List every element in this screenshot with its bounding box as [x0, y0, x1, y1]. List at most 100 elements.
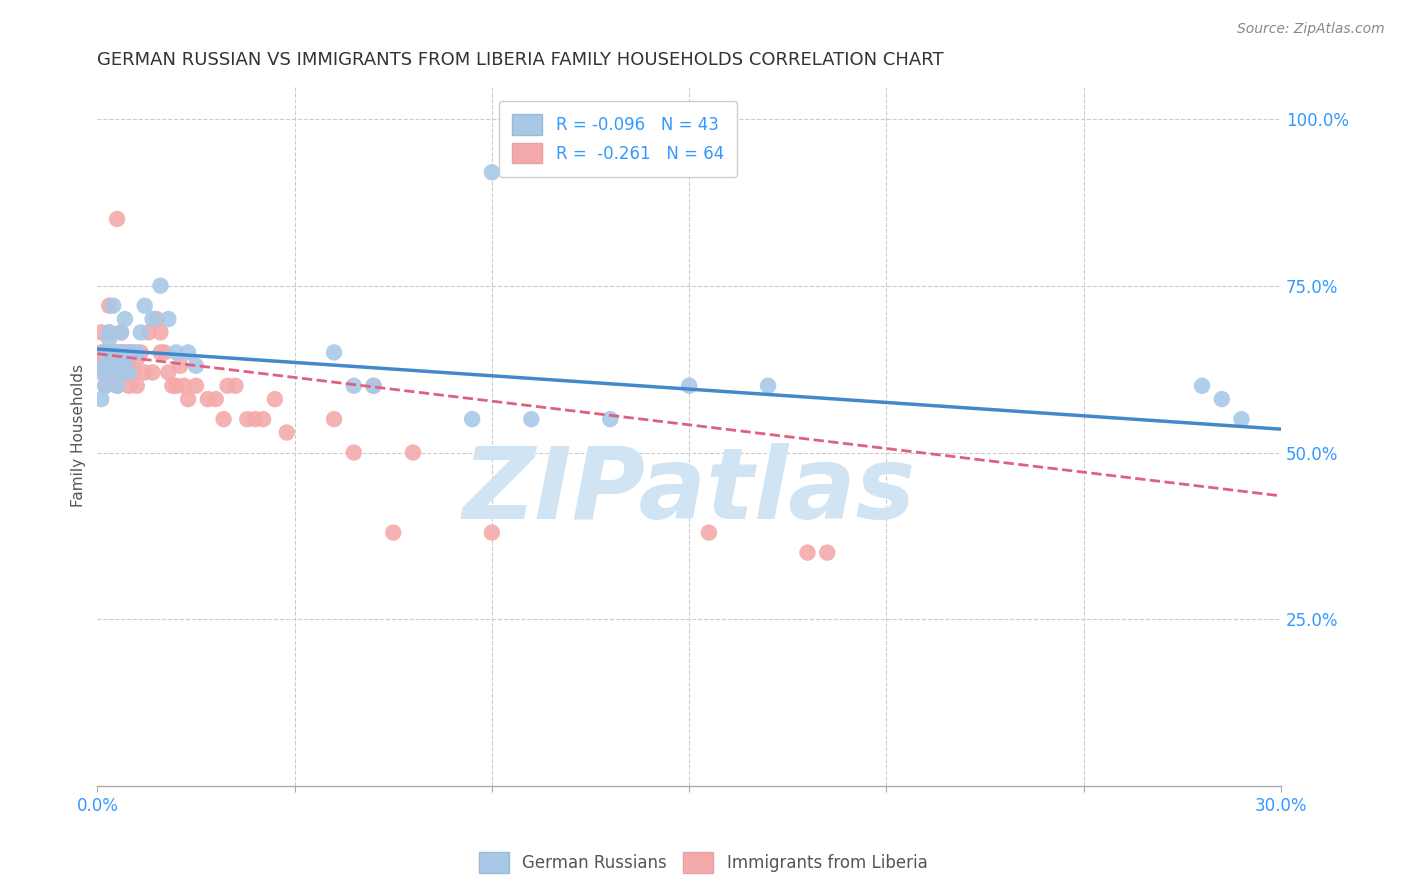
Point — [105, 378, 128, 392]
Point — [520, 412, 543, 426]
Point — [204, 392, 226, 406]
Point — [98, 326, 121, 340]
Point — [101, 359, 124, 373]
Point — [243, 412, 266, 426]
Point — [110, 326, 132, 340]
Point — [110, 345, 132, 359]
Legend: German Russians, Immigrants from Liberia: German Russians, Immigrants from Liberia — [472, 846, 934, 880]
Point — [101, 345, 124, 359]
Point — [110, 366, 132, 380]
Point — [90, 345, 112, 359]
Point — [217, 378, 239, 392]
Point — [94, 366, 117, 380]
Point — [118, 359, 141, 373]
Point — [98, 299, 121, 313]
Point — [323, 345, 346, 359]
Point — [264, 392, 287, 406]
Point — [121, 345, 143, 359]
Point — [98, 352, 121, 367]
Point — [101, 345, 124, 359]
Point — [149, 278, 172, 293]
Legend: R = -0.096   N = 43, R =  -0.261   N = 64: R = -0.096 N = 43, R = -0.261 N = 64 — [499, 101, 737, 177]
Point — [94, 345, 117, 359]
Point — [177, 392, 200, 406]
Point — [121, 345, 143, 359]
Point — [276, 425, 298, 440]
Point — [118, 345, 141, 359]
Point — [252, 412, 274, 426]
Point — [114, 345, 136, 359]
Point — [363, 378, 385, 392]
Point — [105, 359, 128, 373]
Point — [343, 445, 366, 459]
Point — [184, 378, 207, 392]
Point — [343, 378, 366, 392]
Point — [114, 352, 136, 367]
Point — [101, 366, 124, 380]
Point — [697, 525, 720, 540]
Point — [184, 359, 207, 373]
Point — [599, 412, 621, 426]
Point — [197, 392, 219, 406]
Point — [90, 326, 112, 340]
Point — [90, 366, 112, 380]
Point — [101, 299, 124, 313]
Point — [382, 525, 405, 540]
Point — [129, 345, 152, 359]
Point — [363, 378, 385, 392]
Point — [1211, 392, 1233, 406]
Point — [110, 345, 132, 359]
Text: GERMAN RUSSIAN VS IMMIGRANTS FROM LIBERIA FAMILY HOUSEHOLDS CORRELATION CHART: GERMAN RUSSIAN VS IMMIGRANTS FROM LIBERI… — [97, 51, 943, 69]
Point — [142, 312, 165, 326]
Point — [165, 378, 187, 392]
Point — [94, 352, 117, 367]
Point — [114, 312, 136, 326]
Point — [129, 326, 152, 340]
Point — [125, 352, 148, 367]
Point — [236, 412, 259, 426]
Point — [90, 392, 112, 406]
Point — [105, 211, 128, 226]
Y-axis label: Family Households: Family Households — [72, 364, 86, 508]
Text: ZIPatlas: ZIPatlas — [463, 443, 915, 541]
Point — [94, 345, 117, 359]
Point — [149, 345, 172, 359]
Point — [481, 525, 503, 540]
Point — [98, 345, 121, 359]
Point — [145, 312, 167, 326]
Point — [212, 412, 235, 426]
Point — [114, 352, 136, 367]
Point — [815, 546, 838, 560]
Point — [165, 345, 187, 359]
Point — [105, 345, 128, 359]
Point — [134, 366, 156, 380]
Point — [224, 378, 246, 392]
Point — [118, 345, 141, 359]
Point — [796, 546, 818, 560]
Point — [1191, 378, 1213, 392]
Point — [105, 345, 128, 359]
Point — [157, 366, 180, 380]
Point — [98, 326, 121, 340]
Point — [142, 366, 165, 380]
Point — [169, 359, 191, 373]
Point — [121, 366, 143, 380]
Point — [678, 378, 700, 392]
Point — [90, 359, 112, 373]
Point — [134, 299, 156, 313]
Point — [101, 366, 124, 380]
Point — [1230, 412, 1253, 426]
Point — [125, 378, 148, 392]
Point — [94, 378, 117, 392]
Point — [105, 378, 128, 392]
Point — [125, 345, 148, 359]
Point — [461, 412, 484, 426]
Point — [114, 366, 136, 380]
Point — [118, 366, 141, 380]
Point — [402, 445, 425, 459]
Point — [173, 378, 195, 392]
Point — [94, 378, 117, 392]
Point — [481, 165, 503, 179]
Point — [756, 378, 779, 392]
Text: Source: ZipAtlas.com: Source: ZipAtlas.com — [1237, 22, 1385, 37]
